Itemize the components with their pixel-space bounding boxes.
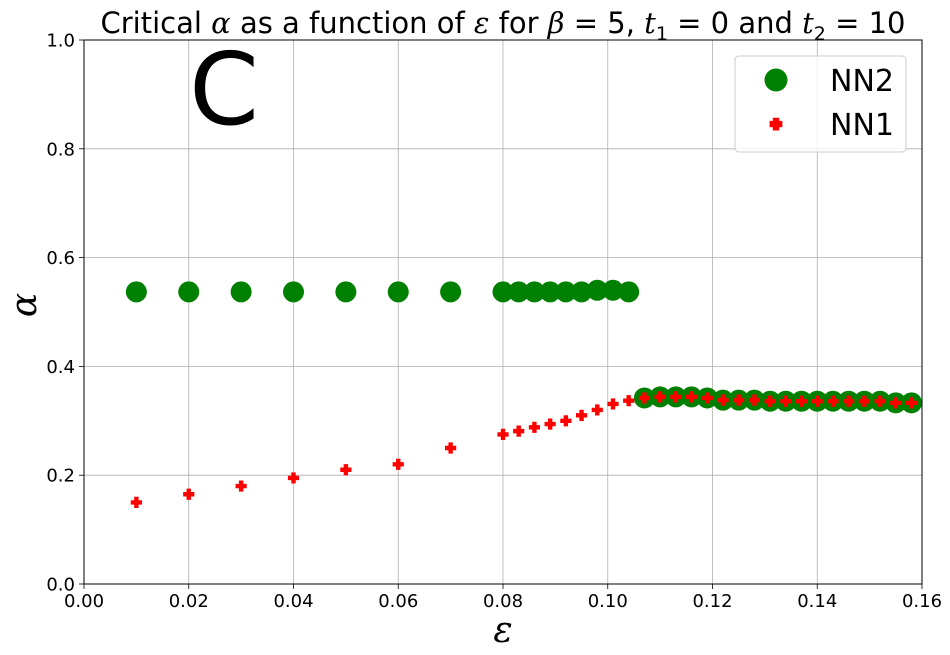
- axes-frame: [83, 39, 923, 585]
- nn1-point: [811, 395, 823, 407]
- nn2-point: [586, 279, 608, 301]
- x-tick-label: 0.04: [273, 591, 313, 612]
- title-part-4: = 5,: [565, 6, 645, 40]
- nn1-point: [795, 395, 808, 407]
- nn1-point: [392, 458, 404, 470]
- title-beta: β: [547, 6, 565, 40]
- y-tick-labels: 0.0 0.2 0.4 0.6 0.8 1.0: [46, 31, 75, 596]
- nn2-point: [335, 281, 357, 303]
- panel-label: C: [189, 31, 259, 148]
- title-part-2: as a function of: [231, 6, 474, 40]
- x-tick-labels: 0.00 0.02 0.04 0.06 0.08 0.10 0.12 0.14 0.16: [64, 591, 942, 612]
- nn1-point: [905, 397, 918, 409]
- nn1-point: [843, 395, 855, 407]
- nn1-point: [780, 395, 792, 407]
- nn1-point: [874, 395, 886, 407]
- nn2-point: [283, 281, 304, 303]
- x-tick-label: 0.02: [169, 591, 209, 612]
- nn1-point: [340, 464, 352, 476]
- x-tick-label: 0.08: [483, 591, 523, 612]
- nn1-point: [445, 442, 457, 454]
- nn1-point: [733, 394, 745, 406]
- legend: NN2 NN1: [734, 55, 907, 153]
- legend-nn1-marker: [769, 117, 783, 131]
- nn2-point: [230, 281, 252, 303]
- y-tick-label: 0.6: [46, 248, 75, 269]
- nn1-point: [701, 392, 713, 404]
- y-axis-label: α: [4, 293, 45, 317]
- nn1-point: [670, 391, 682, 403]
- nn2-point: [539, 281, 561, 303]
- axis-ticks: [79, 39, 923, 589]
- y-tick-label: 0.2: [46, 466, 75, 487]
- nn1-point: [623, 395, 635, 407]
- y-tick-label: 0.0: [46, 575, 75, 596]
- nn1-point: [607, 398, 619, 410]
- title-part-1: Critical: [100, 6, 211, 40]
- nn1-point: [130, 496, 142, 508]
- nn1-point: [183, 488, 195, 500]
- nn1-point: [591, 404, 603, 416]
- y-tick-label: 1.0: [46, 31, 75, 52]
- title-alpha: α: [211, 6, 231, 40]
- legend-nn1-label: NN1: [830, 108, 894, 143]
- title-t2: t: [802, 6, 814, 40]
- nn1-point: [858, 395, 870, 407]
- nn1-point: [497, 428, 509, 440]
- nn2-point: [387, 281, 409, 303]
- nn1-point: [890, 397, 902, 409]
- x-tick-label: 0.10: [588, 591, 628, 612]
- chart-title: Critical α as a function of ε for β = 5,…: [100, 6, 905, 45]
- title-part-5: = 0 and: [668, 6, 802, 40]
- x-tick-label: 0.12: [692, 591, 732, 612]
- title-part-6: = 10: [826, 6, 906, 40]
- nn2-point: [492, 281, 514, 303]
- nn1-point: [748, 394, 760, 406]
- x-axis-label: ε: [493, 610, 512, 651]
- nn2-point: [523, 281, 545, 303]
- title-part-3: for: [489, 6, 547, 40]
- nn1-point: [560, 415, 572, 427]
- y-tick-label: 0.8: [46, 139, 75, 160]
- nn1-point: [287, 472, 300, 484]
- series-nn1: [130, 391, 918, 508]
- nn1-point: [654, 391, 666, 403]
- nn1-point: [717, 394, 729, 406]
- x-tick-label: 0.16: [902, 591, 942, 612]
- x-tick-label: 0.14: [797, 591, 837, 612]
- nn2-point: [125, 281, 147, 303]
- legend-nn2-label: NN2: [830, 64, 894, 99]
- title-t1: t: [644, 6, 656, 40]
- nn1-point: [827, 395, 839, 407]
- nn1-point: [638, 392, 651, 404]
- nn1-point: [544, 418, 556, 430]
- nn1-point: [528, 421, 541, 433]
- nn2-point: [571, 281, 593, 303]
- nn2-point: [178, 281, 200, 303]
- nn2-point: [440, 281, 462, 303]
- title-epsilon: ε: [474, 6, 490, 40]
- nn2-point: [618, 281, 640, 303]
- nn2-point: [602, 279, 624, 301]
- x-tick-label: 0.00: [64, 591, 104, 612]
- nn1-point: [685, 391, 698, 403]
- nn1-point: [764, 395, 776, 407]
- nn1-point: [235, 480, 247, 492]
- nn2-point: [508, 281, 530, 303]
- y-tick-label: 0.4: [46, 357, 75, 378]
- nn2-point: [555, 281, 577, 303]
- nn1-point: [513, 425, 525, 437]
- nn1-point: [575, 409, 588, 421]
- legend-nn2-marker: [764, 68, 788, 92]
- x-tick-label: 0.06: [378, 591, 418, 612]
